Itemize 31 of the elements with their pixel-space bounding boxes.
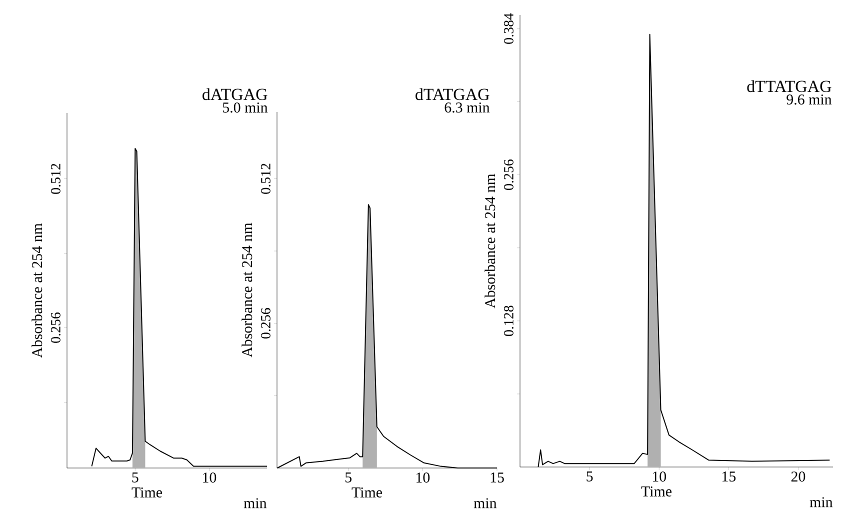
- y-tick-label: 0.256: [504, 160, 514, 190]
- x-tick-label: 5: [586, 472, 593, 482]
- y-tick-label: 0.512: [261, 164, 270, 194]
- text: min: [810, 497, 833, 508]
- x-tick-label: 10: [203, 472, 216, 483]
- x-tick-label: 15: [722, 472, 736, 482]
- x-tick-label: 20: [791, 472, 806, 482]
- chart-title: dTATGAG: [416, 88, 490, 100]
- text: min: [244, 498, 267, 508]
- y-tick-label: 0.256: [51, 312, 60, 343]
- chart-subtitle: 6.3 min: [444, 102, 490, 113]
- x-axis-title: Time: [641, 486, 672, 496]
- text: min: [474, 498, 497, 508]
- x-tick-label: 10: [416, 472, 430, 483]
- chart-title: dATGAG: [202, 88, 268, 100]
- chart-subtitle: 5.0 min: [223, 102, 268, 113]
- y-tick-label: 0.384: [504, 13, 514, 44]
- x-tick-label: 15: [490, 472, 504, 483]
- x-tick-label: 5: [345, 472, 352, 482]
- x-tick-label: 10: [652, 472, 666, 482]
- y-tick-label: 0.512: [51, 164, 60, 194]
- x-axis-title: Time: [132, 487, 162, 498]
- y-tick-label: 0.256: [261, 308, 270, 338]
- y-tick-label: 0.128: [504, 306, 514, 336]
- x-axis-title: Time: [352, 487, 382, 498]
- text: 9.6 min: [786, 94, 832, 105]
- x-tick-label: 5: [132, 472, 138, 482]
- text: dTTATGAG: [747, 80, 832, 92]
- y-axis-title: Absorbance at 254 nm: [32, 223, 42, 358]
- y-axis-title: Absorbance at 254 nm: [484, 174, 496, 308]
- y-axis-title: Absorbance at 254 nm: [242, 222, 252, 358]
